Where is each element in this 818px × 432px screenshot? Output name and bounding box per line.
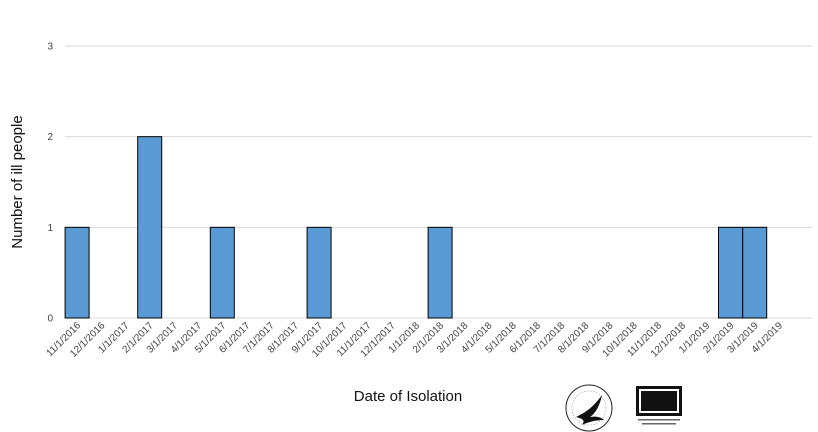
bar xyxy=(427,226,453,319)
bar xyxy=(209,226,235,319)
bar xyxy=(137,136,163,319)
x-axis-title: Date of Isolation xyxy=(354,388,462,405)
cdc-logo-text: CDC xyxy=(643,394,676,411)
y-axis-title: Number of ill people xyxy=(9,115,26,248)
y-tick-label: 0 xyxy=(47,314,53,325)
bars xyxy=(64,136,768,319)
y-tick-label: 3 xyxy=(47,42,53,53)
y-tick-label: 1 xyxy=(47,223,53,234)
y-tick-label: 2 xyxy=(47,132,53,143)
hhs-eagle-seal-icon xyxy=(565,384,613,432)
bar xyxy=(64,226,90,319)
x-tick-labels: 11/1/201612/1/20161/1/20172/1/20173/1/20… xyxy=(45,320,786,360)
cdc-logo: CDC xyxy=(636,386,682,425)
bar xyxy=(718,226,743,319)
bar xyxy=(306,226,332,319)
bar xyxy=(742,226,768,319)
y-tick-labels: 0 1 2 3 xyxy=(47,42,53,325)
